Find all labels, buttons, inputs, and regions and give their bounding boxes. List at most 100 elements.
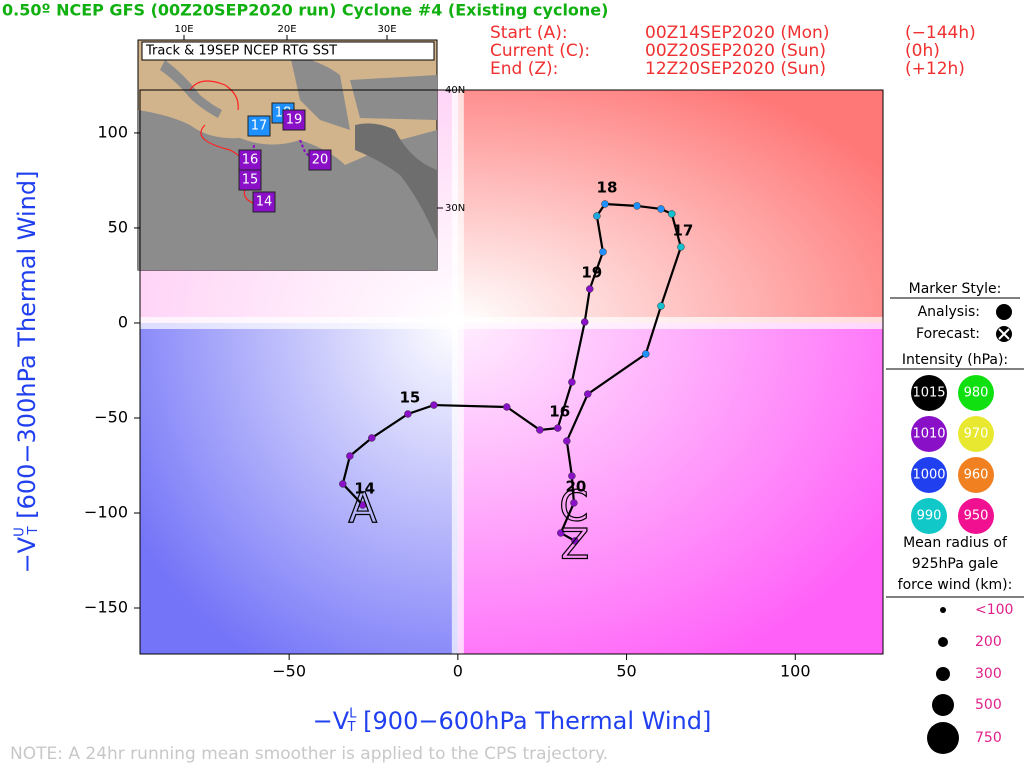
info-text: 00Z14SEP2020 (Mon) [645,23,829,43]
legend-intensity [958,375,994,411]
track-point [536,426,544,434]
axis-band [451,90,464,654]
track-point [657,302,665,310]
legend-intensity-label: 950 [964,509,989,524]
day-label: 14 [354,480,375,498]
track-point [633,202,641,210]
x-tick-label: −50 [272,662,306,681]
quadrant [457,90,883,323]
inset-marker [247,115,271,137]
info-text: 12Z20SEP2020 (Sun) [645,59,826,79]
day-label: 16 [549,403,570,421]
track-point [601,200,609,208]
track-point [580,318,589,326]
inset-marker [252,191,276,213]
inset-marker [238,149,262,171]
track-marker: Z [561,519,590,568]
inset-title: Track & 19SEP NCEP RTG SST [145,44,337,59]
inset-lon-label: 30E [377,24,396,35]
axis-title-part: [600−300hPa Thermal Wind] [13,171,41,527]
note: NOTE: A 24hr running mean smoother is ap… [10,744,608,764]
info-text: 00Z20SEP2020 (Sun) [645,41,826,61]
x-tick-label: 50 [616,662,636,681]
legend-intensity-label: 980 [964,386,989,401]
axis-title-part: [900−600hPa Thermal Wind] [356,707,712,735]
track-point [358,501,367,509]
legend-radius [936,667,950,681]
track-point [657,205,665,213]
legend-text: 750 [975,730,1002,746]
y-tick-label: −50 [94,407,128,426]
inset-lat-label: 30N [445,203,465,214]
legend-intensity-label: 990 [917,509,942,524]
legend-forecast-x [998,328,1010,340]
axis-title-part: L [349,707,357,722]
track-point [668,210,676,218]
axis-title-part: −V [13,536,41,573]
inset-marker-label: 19 [286,113,303,128]
track-point [586,285,594,293]
track-point [346,452,354,460]
info-text: (+12h) [905,59,965,79]
info-text: (0h) [905,41,940,61]
axis-title-part: T [346,720,356,735]
axis-title-part: T [26,525,41,535]
inset-marker-label: 17 [251,119,268,134]
info-text: Start (A): [490,23,568,43]
legend-intensity [911,416,947,452]
legend-text: force wind (km): [898,577,1013,593]
inset-lon-label: 20E [277,24,296,35]
info-text: (−144h) [905,23,976,43]
legend-intensity [911,457,947,493]
track-point [557,529,565,537]
legend-text: 300 [975,666,1002,682]
x-tick-label: 0 [453,662,463,681]
inset-marker-label: 14 [256,195,273,210]
legend-intensity-label: 960 [964,468,989,483]
track-marker: A [348,484,377,533]
track-point [339,480,347,488]
track-point [368,434,376,442]
legend-intensity-label: 1015 [912,386,945,401]
inset-marker [308,149,332,171]
track-point [563,437,571,445]
track-point [568,472,576,480]
track-point [599,248,607,256]
inset-map: Track & 19SEP NCEP RTG SST 10E 20E 30E40N3… [137,24,465,271]
legend-intensity-label: 1010 [912,427,945,442]
info-text: Current (C): [490,41,590,61]
day-label: 17 [672,221,693,239]
track-point [593,212,601,220]
y-tick-label: 0 [118,312,128,331]
track-point [404,410,412,418]
inset-lon-label: 10E [174,24,193,35]
plot-frame [139,89,884,655]
inset-marker-label: 20 [312,153,329,168]
track-point [430,401,438,409]
chart-title: 0.50º NCEP GFS (00Z20SEP2020 run) Cyclon… [2,1,608,20]
axis-band [140,316,883,329]
legend-text: 925hPa gale [912,556,998,572]
track-point [503,403,511,411]
quadrant [140,322,458,654]
day-label: 20 [565,477,586,495]
legend-analysis [996,304,1012,320]
legend-text: Forecast: [916,326,980,342]
day-label: 18 [597,179,618,197]
track-point [568,378,576,386]
inset-marker-label: 15 [242,173,259,188]
legend-intensity [911,375,947,411]
track-point [642,350,650,358]
track-point [584,390,592,398]
legend-text: Marker Style: [909,281,1002,297]
y-tick-label: −150 [84,598,128,617]
legend-text: Analysis: [918,304,980,320]
info-text: End (Z): [490,59,558,79]
legend-text: Intensity (hPa): [902,352,1008,368]
inset-marker [282,109,306,131]
legend-text: 200 [975,634,1002,650]
y-label: −VUT [600−300hPa Thermal Wind] [13,171,41,574]
legend-intensity [958,498,994,534]
legend-text: 500 [975,697,1002,713]
